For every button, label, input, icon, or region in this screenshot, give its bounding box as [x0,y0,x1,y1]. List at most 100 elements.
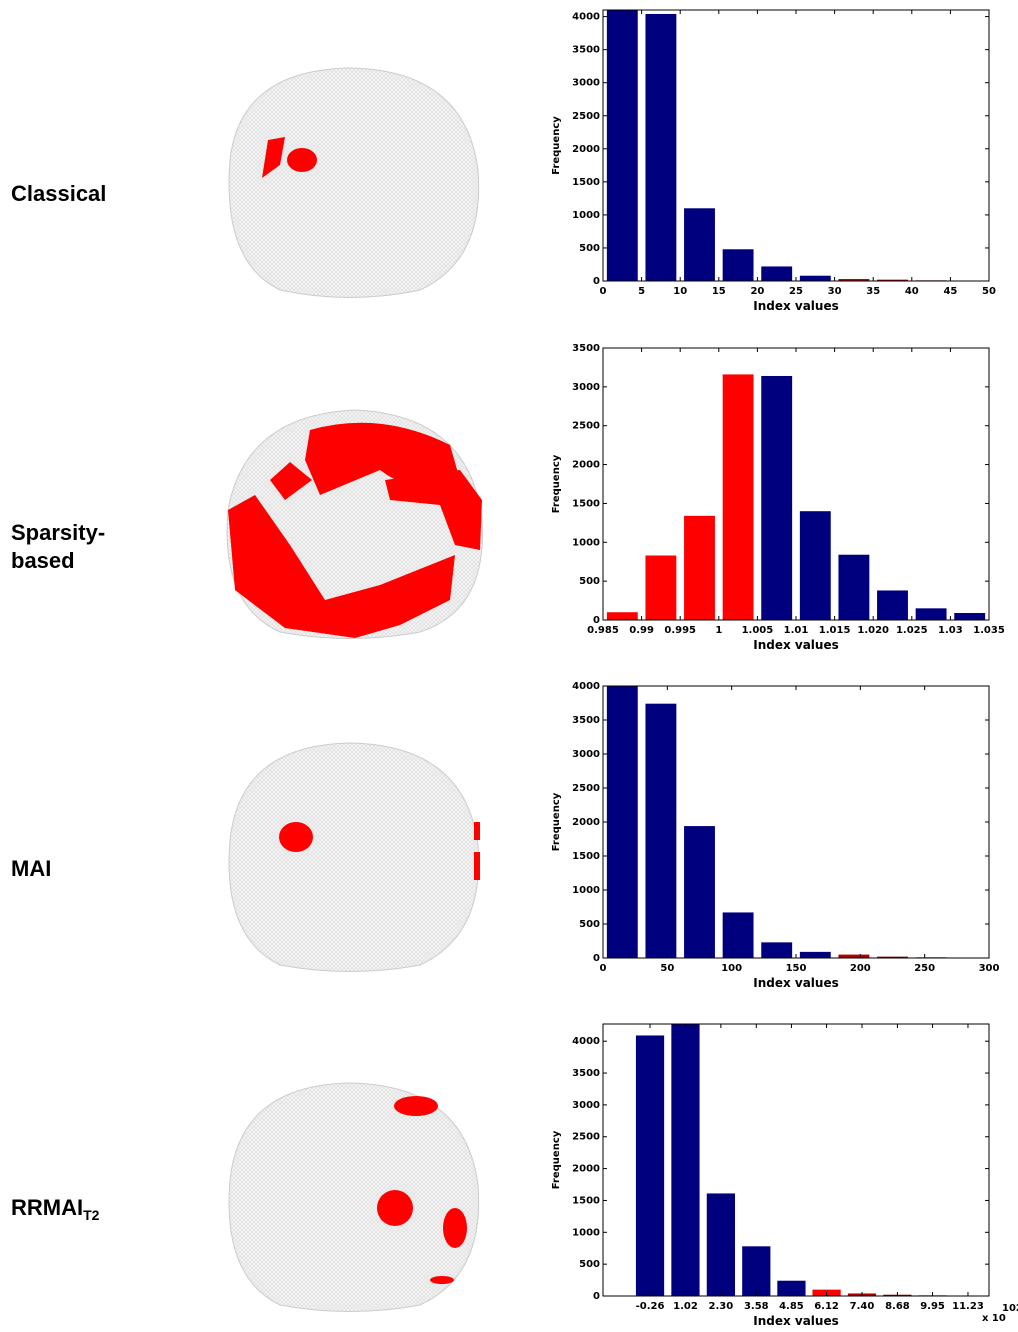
x-tick-label: 4.85 [779,1301,804,1312]
y-tick-label: 1000 [572,537,600,548]
x-tick-label: 0.985 [587,625,619,636]
bar [607,612,638,620]
bar [645,704,676,958]
x-tick-label: 100 [721,963,742,974]
x-tick-label: 250 [914,963,935,974]
x-tick-label: 200 [850,963,871,974]
x-axis-label: Index values [753,638,839,652]
x-tick-label: 1.025 [896,625,928,636]
y-tick-label: 2000 [572,817,600,828]
x-axis-label: Index values [753,976,839,990]
x-tick-label: 8.68 [885,1301,910,1312]
row-label-text: RRMAI [11,1195,83,1220]
y-tick-label: 3000 [572,382,600,393]
bar [723,249,754,281]
bar [877,590,908,620]
y-tick-label: 2000 [572,460,600,471]
bar [761,266,792,281]
brain-render [229,68,479,298]
x-tick-label: 1.005 [742,625,774,636]
x-tick-label: 40 [905,286,919,297]
x-tick-label: 1.01 [784,625,809,636]
bar [742,1246,770,1296]
y-axis-label: Frequency [551,116,562,175]
y-tick-label: 1000 [572,885,600,896]
y-tick-label: 1500 [572,851,600,862]
bar [645,555,676,620]
x-tick-label: 5 [638,286,645,297]
y-axis-label: Frequency [551,792,562,851]
x-tick-label: 25 [789,286,803,297]
row-label-subscript: T2 [83,1207,100,1223]
x-tick-label: 7.40 [850,1301,875,1312]
y-axis-label: Frequency [551,454,562,513]
x-tick-label: 45 [943,286,957,297]
x-tick-label: 0.99 [629,625,654,636]
x-tick-label: 0.995 [664,625,696,636]
y-tick-label: 4000 [572,681,600,692]
bar [954,613,985,620]
bar [761,942,792,958]
brain-render [227,410,482,639]
x-tick-label: -0.26 [636,1301,665,1312]
x-axis-label: Index values [753,1314,839,1328]
x-tick-label: 6.12 [814,1301,839,1312]
y-tick-label: 500 [579,576,600,587]
y-tick-label: 500 [579,243,600,254]
row-label: MAI [11,856,51,881]
x-tick-label: 1.03 [938,625,963,636]
y-tick-label: 2500 [572,111,600,122]
y-tick-label: 4000 [572,12,600,23]
x-tick-label: 10 [673,286,687,297]
y-tick-label: 500 [579,919,600,930]
x-tick-label: 3.58 [744,1301,769,1312]
bar [645,14,676,281]
x-tick-label: 300 [979,963,1000,974]
bar [684,208,715,281]
bar [916,608,947,620]
y-tick-label: 0 [593,1291,600,1302]
histogram-chart: 0500100015002000250030003500400005010015… [551,681,999,990]
x-tick-label: 11.23 [952,1301,984,1312]
x-tick-label: 35 [866,286,880,297]
x-tick-label: 150 [786,963,807,974]
y-tick-label: 3500 [572,45,600,56]
x-multiplier-exp: 102 [1002,1303,1018,1314]
bar [761,376,792,620]
y-tick-label: 3500 [572,715,600,726]
brain-render [229,1083,479,1312]
bar [671,1024,699,1296]
y-tick-label: 3000 [572,1100,600,1111]
x-tick-label: 50 [982,286,996,297]
bar [684,826,715,958]
x-tick-label: 0 [600,963,607,974]
y-axis-label: Frequency [551,1130,562,1189]
y-tick-label: 500 [579,1259,600,1270]
bar [838,955,869,958]
x-tick-label: 9.95 [920,1301,945,1312]
row-label: RRMAIT2 [11,1195,100,1223]
bar [723,374,754,620]
x-tick-label: 0 [600,286,607,297]
y-tick-label: 1500 [572,177,600,188]
x-tick-label: 1.02 [673,1301,698,1312]
y-tick-label: 3500 [572,1068,600,1079]
bar [800,276,831,281]
bar [607,10,638,281]
x-axis-label: Index values [753,299,839,313]
bar [636,1035,664,1296]
y-tick-label: 2500 [572,421,600,432]
y-tick-label: 3000 [572,749,600,760]
x-tick-label: 2.30 [709,1301,734,1312]
x-tick-label: 1.020 [857,625,889,636]
y-tick-label: 3500 [572,343,600,354]
bar [838,555,869,620]
x-tick-label: 15 [712,286,726,297]
figure: ClassicalSparsity-basedMAIRRMAIT20500100… [0,0,1018,1332]
row-label: Classical [11,181,106,206]
x-tick-label: 30 [828,286,842,297]
y-tick-label: 4000 [572,1036,600,1047]
row-label: Sparsity- [11,520,105,545]
